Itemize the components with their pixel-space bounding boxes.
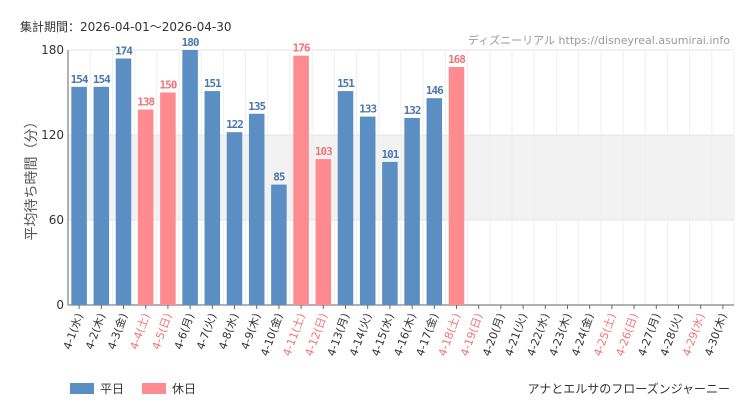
data-label: 122 (226, 118, 243, 131)
data-label: 151 (337, 77, 355, 90)
data-label: 138 (137, 96, 154, 109)
data-label: 154 (93, 73, 111, 86)
data-label: 101 (381, 148, 399, 161)
bar (337, 91, 354, 305)
data-label: 132 (404, 104, 421, 117)
y-tick-label: 180 (41, 43, 64, 57)
bar (426, 98, 443, 306)
bar (93, 86, 110, 305)
bar (71, 86, 87, 305)
x-tick-label: 4-4(土) (127, 312, 152, 352)
bar (160, 92, 176, 305)
bar (248, 113, 265, 305)
data-label: 150 (159, 79, 176, 92)
x-tick-label: 4-5(日) (150, 312, 175, 352)
period-label: 集計期間：2026-04-01～2026-04-30 (20, 20, 232, 34)
x-tick-label: 4-8(水) (216, 312, 241, 352)
data-label: 174 (115, 45, 133, 58)
ride-name: アナとエルサのフローズンジャーニー (527, 382, 730, 396)
legend-label-holiday: 休日 (172, 382, 197, 396)
data-label: 133 (359, 103, 376, 116)
bar (226, 132, 243, 305)
data-label: 103 (315, 145, 332, 158)
legend: 平日 休日 (70, 380, 196, 397)
data-label: 135 (248, 100, 265, 113)
data-label: 154 (71, 73, 89, 86)
x-tick-label: 4-3(金) (104, 311, 130, 351)
bar (382, 161, 398, 305)
bar (404, 118, 420, 305)
bar (137, 109, 154, 305)
data-label: 168 (448, 53, 465, 66)
x-tick-label: 4-9(木) (238, 312, 263, 352)
legend-swatch-holiday (142, 383, 167, 394)
data-label: 180 (182, 36, 199, 49)
y-tick-label: 120 (41, 128, 64, 142)
bar (293, 55, 309, 305)
bar (315, 159, 332, 305)
bar (359, 116, 376, 305)
data-label: 146 (426, 84, 444, 97)
x-tick-label: 4-6(月) (172, 312, 197, 352)
bar (204, 91, 221, 305)
y-axis-label: 平均待ち時間（分） (24, 115, 40, 241)
data-label: 85 (273, 171, 285, 184)
data-label: 176 (293, 42, 311, 55)
data-label: 151 (204, 77, 222, 90)
x-tick-label: 4-7(火) (194, 312, 219, 352)
x-tick-label: 4-2(木) (83, 312, 108, 352)
bar (115, 58, 132, 305)
legend-swatch-weekday (70, 383, 94, 394)
y-tick-label: 0 (56, 298, 64, 312)
legend-label-weekday: 平日 (100, 382, 125, 396)
x-tick-label: 4-1(水) (61, 312, 86, 352)
bar (448, 67, 465, 305)
bar (271, 184, 287, 305)
y-tick-label: 60 (49, 213, 64, 227)
site-credit[interactable]: ディズニーリアル https://disneyreal.asumirai.inf… (467, 34, 730, 47)
bar (182, 50, 198, 305)
